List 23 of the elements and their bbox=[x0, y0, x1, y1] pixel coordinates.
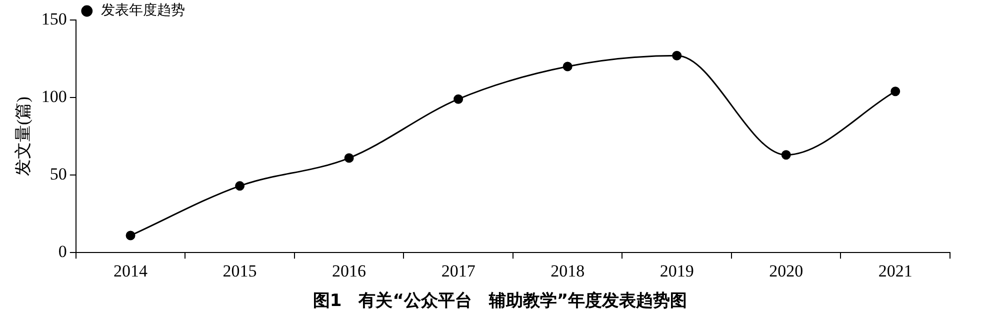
text: 图1 有关“公众平台 辅助教学”年度发表趋势图 bbox=[312, 290, 688, 312]
x-tick-label: 2020 bbox=[769, 261, 804, 280]
legend-label: 发表年度趋势 bbox=[100, 2, 185, 19]
point bbox=[126, 230, 136, 240]
x-tick-label: 2015 bbox=[222, 261, 257, 280]
x-tick-label: 2021 bbox=[878, 261, 912, 280]
y-axis-title: 发文量(篇) bbox=[14, 96, 33, 176]
point bbox=[344, 153, 354, 163]
x-tick-label: 2019 bbox=[660, 261, 694, 280]
y-tick-label: 50 bbox=[50, 164, 67, 184]
point bbox=[562, 62, 572, 72]
point bbox=[454, 94, 464, 104]
y-tick-label: 150 bbox=[41, 9, 67, 28]
x-tick-label: 2017 bbox=[441, 261, 476, 280]
point bbox=[781, 150, 791, 160]
y-tick-label: 100 bbox=[41, 87, 67, 106]
point bbox=[672, 50, 682, 60]
point bbox=[235, 181, 245, 191]
y-tick-label: 0 bbox=[58, 242, 67, 262]
point bbox=[890, 86, 900, 96]
x-tick-label: 2016 bbox=[332, 261, 366, 280]
x-tick-label: 2014 bbox=[114, 261, 148, 280]
x-tick-label: 2018 bbox=[550, 261, 585, 280]
